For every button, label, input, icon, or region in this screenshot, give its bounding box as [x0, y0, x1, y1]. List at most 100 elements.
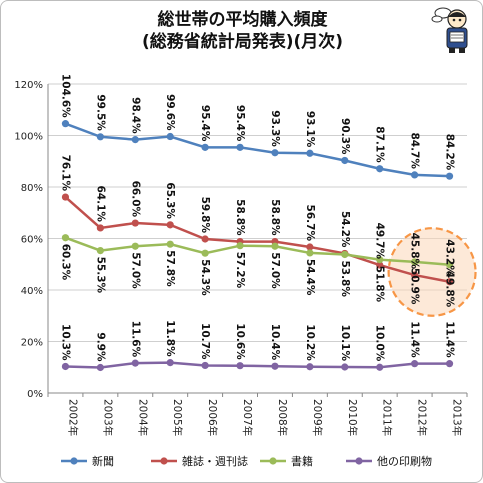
y-tick-label: 0%: [27, 389, 43, 400]
data-point: [131, 242, 139, 250]
x-tick-label: 2003年: [101, 399, 114, 436]
data-point: [411, 271, 419, 279]
data-point: [306, 363, 314, 371]
data-label: 49.8%: [444, 271, 456, 308]
data-label: 104.6%: [59, 74, 71, 118]
data-label: 95.4%: [199, 105, 211, 142]
data-point: [96, 133, 104, 141]
data-label: 57.0%: [129, 252, 141, 289]
data-point: [61, 234, 70, 242]
data-point: [341, 156, 349, 165]
data-label: 87.1%: [374, 126, 386, 163]
data-point: [61, 362, 70, 371]
data-point: [166, 240, 174, 248]
data-label: 11.4%: [444, 321, 456, 358]
data-point: [306, 149, 314, 157]
data-point: [166, 132, 174, 141]
data-point: [376, 165, 384, 173]
data-label: 59.8%: [199, 197, 211, 234]
legend: 新聞 雑誌・週刊誌 書籍 他の印刷物: [61, 454, 432, 468]
data-point: [236, 242, 244, 250]
y-tick-label: 20%: [21, 338, 43, 349]
data-label: 99.5%: [94, 94, 106, 131]
x-tick-label: 2013年: [451, 399, 464, 436]
data-point: [131, 359, 139, 367]
x-tick-label: 2008年: [276, 399, 289, 436]
data-label: 11.8%: [164, 320, 176, 357]
data-point: [306, 249, 314, 257]
data-label: 56.7%: [304, 205, 316, 242]
data-label: 90.3%: [339, 118, 351, 155]
data-label: 10.4%: [269, 324, 281, 361]
data-label: 76.1%: [59, 155, 71, 192]
data-label: 9.9%: [94, 332, 106, 362]
data-label: 11.4%: [409, 321, 421, 358]
data-label: 10.2%: [304, 324, 316, 361]
data-label: 58.8%: [234, 199, 246, 236]
legend-swatch-marker: [160, 457, 168, 465]
data-point: [306, 243, 314, 251]
y-tick-label: 100%: [14, 132, 43, 143]
y-tick-label: 60%: [21, 235, 43, 246]
data-label: 66.0%: [129, 181, 141, 218]
data-label: 58.8%: [269, 199, 281, 236]
data-label: 10.7%: [199, 323, 211, 360]
x-tick-label: 2010年: [346, 399, 359, 436]
axes: 0% 20% 40% 60% 80% 100% 120% 2002年 2003年 2004年 200…: [14, 80, 468, 436]
data-point: [201, 143, 209, 151]
data-point: [411, 360, 419, 368]
x-tick-label: 2004年: [136, 399, 149, 436]
legend-swatch-marker: [269, 457, 277, 465]
series-line: [65, 236, 450, 267]
data-point: [271, 149, 279, 157]
x-tick-label: 2007年: [241, 399, 254, 436]
data-point: [166, 221, 174, 229]
series-line: [65, 361, 450, 369]
data-point: [201, 361, 209, 370]
x-tick-label: 2002年: [66, 399, 79, 436]
x-tick-label: 2012年: [416, 399, 429, 436]
data-label: 50.9%: [409, 268, 421, 305]
data-point: [376, 256, 384, 264]
data-point: [445, 360, 454, 368]
mascot-icon: [431, 7, 468, 53]
legend-label: 書籍: [291, 454, 313, 468]
data-point: [445, 261, 454, 269]
legend-swatch-marker: [355, 457, 363, 465]
series-line: [65, 122, 450, 178]
data-label: 10.6%: [234, 323, 246, 360]
data-label: 54.3%: [199, 259, 211, 296]
data-label: 57.0%: [269, 252, 281, 289]
data-label: 98.4%: [129, 97, 141, 134]
data-label: 10.3%: [59, 324, 71, 361]
data-point: [411, 171, 419, 179]
legend-label: 他の印刷物: [377, 454, 432, 468]
legend-swatch-marker: [70, 457, 78, 465]
highlight-ellipse: [387, 227, 477, 317]
data-label: 45.8%: [409, 233, 421, 270]
data-point: [376, 261, 384, 269]
x-tick-label: 2005年: [171, 399, 184, 436]
data-label: 51.8%: [374, 266, 386, 303]
x-tick-label: 2006年: [206, 399, 219, 436]
data-label: 10.0%: [374, 325, 386, 362]
series-line: [64, 196, 450, 283]
data-point: [201, 249, 209, 257]
data-label: 84.7%: [409, 132, 421, 169]
data-label: 43.2%: [444, 239, 456, 276]
y-tick-label: 40%: [21, 286, 43, 297]
data-point: [445, 278, 454, 286]
chart-subtitle: (総務省統計局発表)(月次): [141, 32, 344, 52]
data-label: 57.8%: [164, 250, 176, 287]
data-labels: 104.6% 99.5% 98.4% 99.6% 95.4% 95.4% 93.3% 93.1…: [59, 74, 455, 362]
data-point: [166, 359, 174, 367]
data-point: [131, 136, 139, 144]
data-point: [411, 258, 419, 266]
data-label: 99.6%: [164, 94, 176, 131]
chart-title-block: 総世帯の平均購入頻度 (総務省統計局発表)(月次): [1, 9, 482, 53]
data-point: [96, 363, 104, 372]
data-label: 93.1%: [304, 111, 316, 148]
data-label: 57.2%: [234, 252, 246, 289]
data-point: [96, 224, 104, 232]
data-label: 49.7%: [374, 223, 386, 260]
